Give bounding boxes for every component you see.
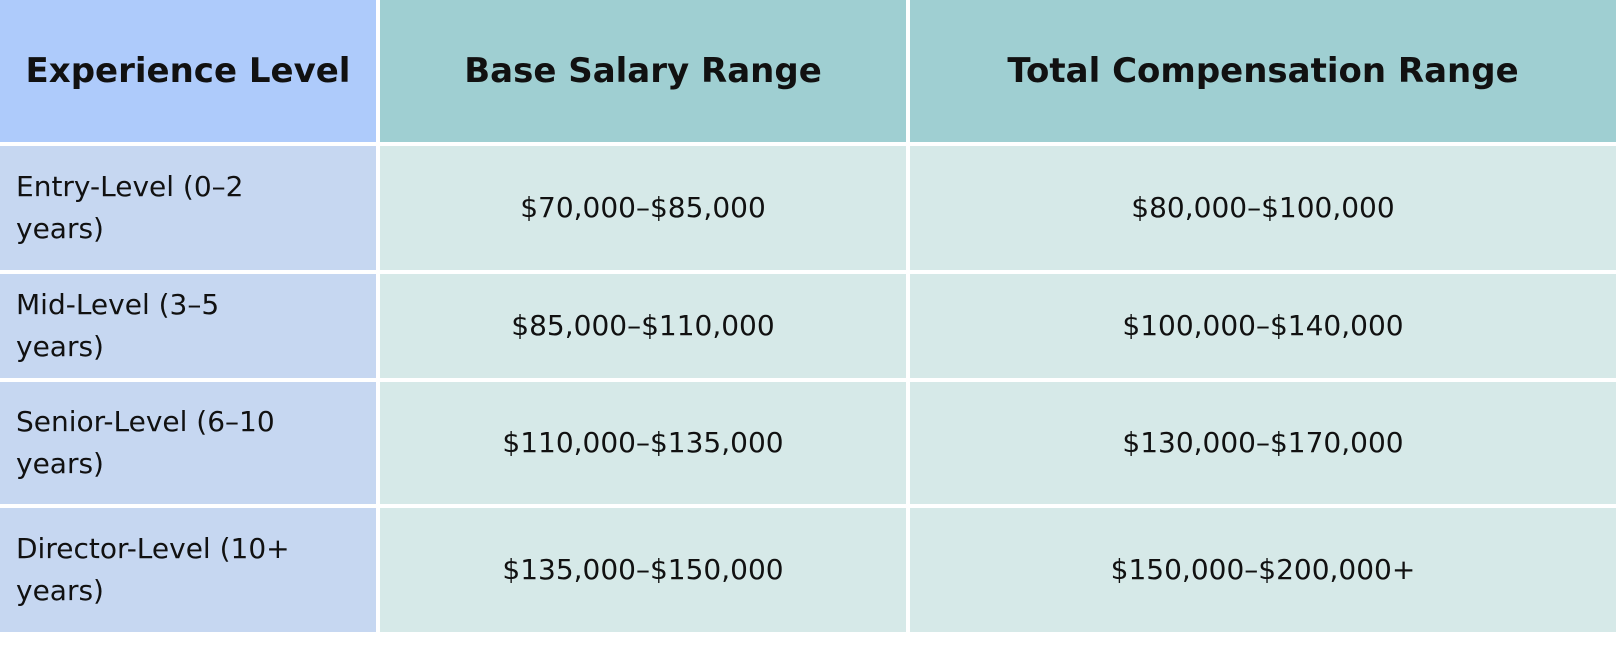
salary-cell: $70,000–$85,000 [380,146,906,270]
row-label: Senior-Level (6–10 years) [0,382,376,504]
salary-table: Experience Level Base Salary Range Total C… [0,0,1616,632]
salary-cell: $135,000–$150,000 [380,508,906,632]
salary-cell: $150,000–$200,000+ [910,508,1616,632]
row-label: Director-Level (10+ years) [0,508,376,632]
salary-cell: $85,000–$110,000 [380,274,906,378]
salary-cell: $130,000–$170,000 [910,382,1616,504]
header-cell: Experience Level [0,0,376,142]
salary-cell: $80,000–$100,000 [910,146,1616,270]
salary-cell: $110,000–$135,000 [380,382,906,504]
header-cell: Base Salary Range [380,0,906,142]
salary-cell: $100,000–$140,000 [910,274,1616,378]
row-label: Mid-Level (3–5 years) [0,274,376,378]
header-cell: Total Compensation Range [910,0,1616,142]
row-label: Entry-Level (0–2 years) [0,146,376,270]
